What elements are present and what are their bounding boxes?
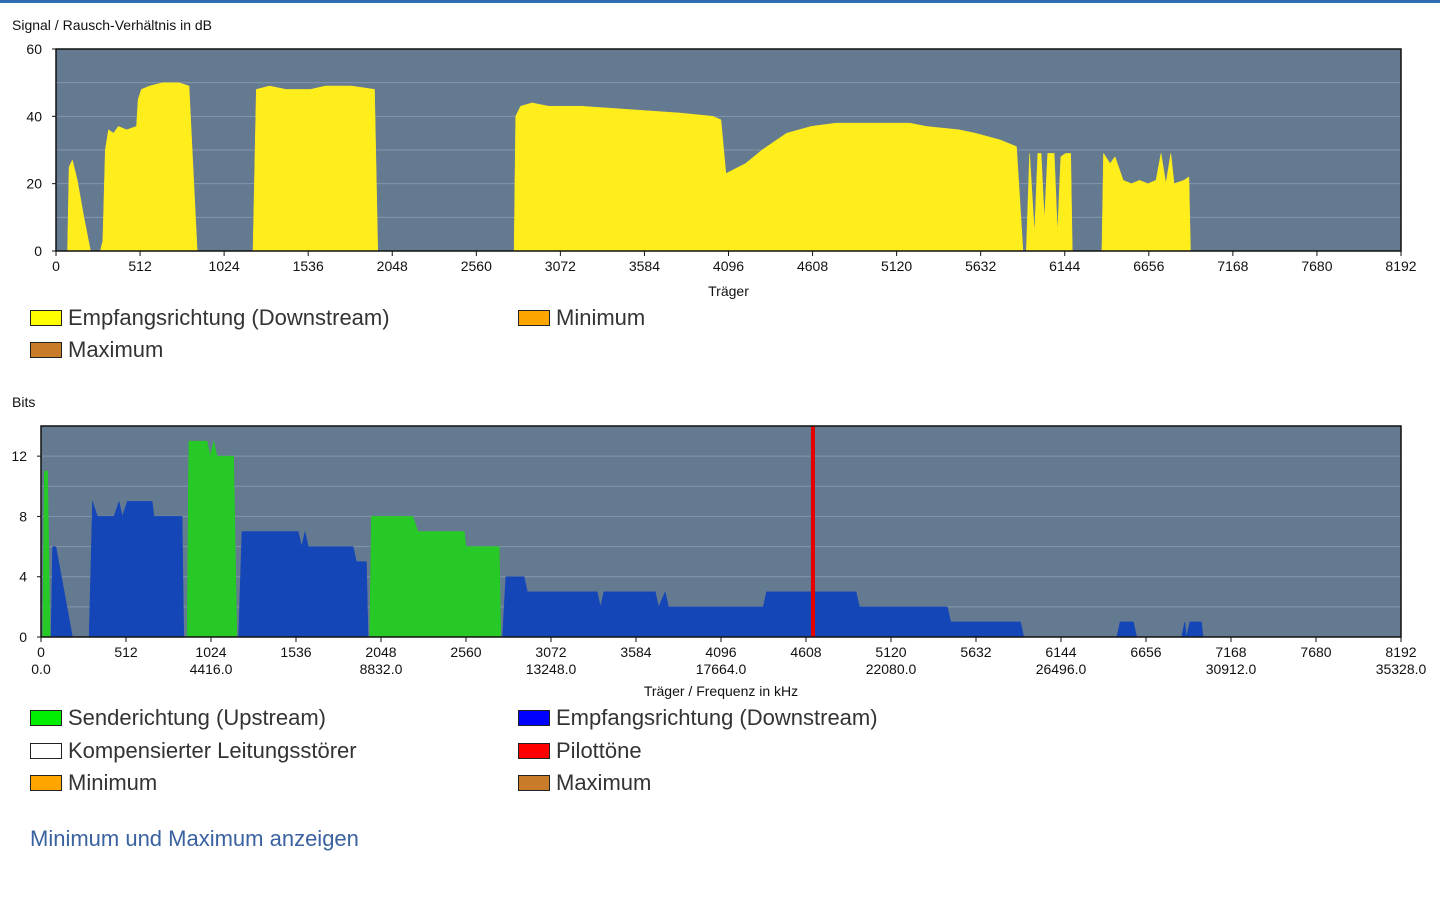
bits-legend-pilot: Pilottöne — [518, 737, 642, 765]
bits-xtick-label-2: 1024 — [195, 644, 226, 660]
snr-xtick-label-7: 3584 — [629, 258, 660, 274]
bits-freq-label-0: 0.0 — [31, 661, 51, 677]
bits-legend-minimum: Minimum — [30, 769, 157, 797]
bits-series-0-segment-2 — [369, 516, 502, 638]
bits-freq-label-1: 4416.0 — [190, 661, 233, 677]
bits-xtick-label-3: 1536 — [280, 644, 311, 660]
snr-legend-downstream-label: Empfangsrichtung (Downstream) — [68, 305, 390, 330]
snr-xtick-label-13: 6656 — [1133, 258, 1164, 274]
snr-legend-minimum: Minimum — [518, 304, 645, 332]
bits-series-1-segment-1 — [88, 500, 185, 638]
snr-legend-maximum-label: Maximum — [68, 337, 164, 362]
bits-legend-minimum-label: Minimum — [68, 770, 158, 795]
bits-legend-compensated-swatch — [30, 743, 62, 759]
bits-legend-upstream-label: Senderichtung (Upstream) — [68, 705, 327, 730]
bits-xtick-label-14: 7168 — [1215, 644, 1246, 660]
bits-freq-label-8: 35328.0 — [1376, 661, 1427, 677]
bits-freq-label-3: 13248.0 — [526, 661, 577, 677]
bits-series-1-segment-3 — [502, 576, 1025, 638]
snr-legend: Empfangsrichtung (Downstream) Minimum Ma… — [30, 304, 1030, 368]
snr-series-0 — [67, 82, 1191, 252]
bits-legend-minimum-swatch — [30, 775, 62, 791]
bits-legend-compensated: Kompensierter Leitungsstörer — [30, 737, 357, 765]
snr-xtick-label-12: 6144 — [1049, 258, 1080, 274]
snr-legend-downstream-swatch — [30, 310, 62, 326]
bits-freq-label-5: 22080.0 — [866, 661, 917, 677]
bits-xtick-label-16: 8192 — [1385, 644, 1416, 660]
bits-xtick-label-6: 3072 — [535, 644, 566, 660]
show-min-max-link[interactable]: Minimum und Maximum anzeigen — [30, 826, 359, 851]
bits-ylabel: Bits — [12, 394, 36, 410]
bits-legend-pilot-label: Pilottöne — [556, 738, 642, 763]
snr-xtick-label-16: 8192 — [1385, 258, 1416, 274]
snr-chart: 0 20 40 60 0 512 1024 1536 2048 2560 3072 3584 4096 4… — [26, 41, 1416, 299]
snr-xtick-label-5: 2560 — [461, 258, 492, 274]
bits-ytick-label-2: 8 — [19, 508, 27, 524]
bits-legend-downstream: Empfangsrichtung (Downstream) — [518, 704, 878, 732]
bits-ytick-label-1: 4 — [19, 569, 27, 585]
bits-xtick-label-1: 512 — [114, 644, 138, 660]
snr-xtick-label-9: 4608 — [797, 258, 828, 274]
snr-ylabel: Signal / Rausch-Verhältnis in dB — [12, 17, 212, 33]
snr-ytick-label-3: 60 — [26, 41, 42, 57]
bits-xlabel: Träger / Frequenz in kHz — [644, 683, 798, 699]
bits-legend-upstream: Senderichtung (Upstream) — [30, 704, 326, 732]
bits-legend-downstream-label: Empfangsrichtung (Downstream) — [556, 705, 878, 730]
snr-ytick-label-2: 40 — [26, 108, 42, 124]
bits-xtick-label-11: 5632 — [960, 644, 991, 660]
bits-legend-downstream-swatch — [518, 710, 550, 726]
snr-xlabel: Träger — [708, 283, 749, 299]
snr-xtick-label-8: 4096 — [713, 258, 744, 274]
bits-freq-label-6: 26496.0 — [1036, 661, 1087, 677]
bits-xtick-label-4: 2048 — [365, 644, 396, 660]
bits-legend-maximum: Maximum — [518, 769, 651, 797]
bits-ytick-label-3: 12 — [11, 448, 27, 464]
bits-xtick-label-10: 5120 — [875, 644, 906, 660]
bits-freq-label-2: 8832.0 — [360, 661, 403, 677]
snr-xtick-label-14: 7168 — [1217, 258, 1248, 274]
snr-legend-minimum-label: Minimum — [556, 305, 646, 330]
bits-xtick-label-0: 0 — [37, 644, 45, 660]
snr-xtick-label-10: 5120 — [881, 258, 912, 274]
snr-xtick-label-15: 7680 — [1301, 258, 1332, 274]
bits-chart: 0 4 8 12 0 512 1024 1536 2048 2560 3072 3584 4096 460… — [11, 425, 1427, 699]
bits-legend: Senderichtung (Upstream) Empfangsrichtun… — [30, 704, 1030, 804]
snr-xtick-label-0: 0 — [52, 258, 60, 274]
bits-legend-upstream-swatch — [30, 710, 62, 726]
snr-legend-maximum-swatch — [30, 342, 62, 358]
bits-freq-label-7: 30912.0 — [1206, 661, 1257, 677]
bits-xtick-label-7: 3584 — [620, 644, 651, 660]
bits-series-1-segment-2 — [238, 531, 369, 638]
bits-series-1-segment-5 — [1181, 621, 1204, 638]
snr-ytick-label-1: 20 — [26, 176, 42, 192]
snr-legend-minimum-swatch — [518, 310, 550, 326]
bits-series-1-segment-4 — [1116, 621, 1138, 638]
snr-ytick-label-0: 0 — [34, 243, 42, 259]
bits-xtick-label-13: 6656 — [1130, 644, 1161, 660]
snr-legend-downstream: Empfangsrichtung (Downstream) — [30, 304, 390, 332]
snr-legend-maximum: Maximum — [30, 336, 163, 364]
bits-ytick-label-0: 0 — [19, 629, 27, 645]
bits-xtick-label-15: 7680 — [1300, 644, 1331, 660]
snr-xtick-label-1: 512 — [128, 258, 152, 274]
snr-xtick-label-11: 5632 — [965, 258, 996, 274]
bits-freq-label-4: 17664.0 — [696, 661, 747, 677]
bits-legend-pilot-swatch — [518, 743, 550, 759]
bits-legend-maximum-label: Maximum — [556, 770, 652, 795]
bits-series-0-segment-1 — [186, 440, 238, 638]
snr-xtick-label-6: 3072 — [545, 258, 576, 274]
snr-xtick-label-4: 2048 — [377, 258, 408, 274]
bits-xtick-label-5: 2560 — [450, 644, 481, 660]
bits-legend-compensated-label: Kompensierter Leitungsstörer — [68, 738, 357, 763]
bits-xtick-label-8: 4096 — [705, 644, 736, 660]
bits-legend-maximum-swatch — [518, 775, 550, 791]
bits-xtick-label-12: 6144 — [1045, 644, 1076, 660]
top-accent-bar — [0, 0, 1440, 3]
snr-xtick-label-3: 1536 — [293, 258, 324, 274]
snr-xtick-label-2: 1024 — [209, 258, 240, 274]
bits-xtick-label-9: 4608 — [790, 644, 821, 660]
